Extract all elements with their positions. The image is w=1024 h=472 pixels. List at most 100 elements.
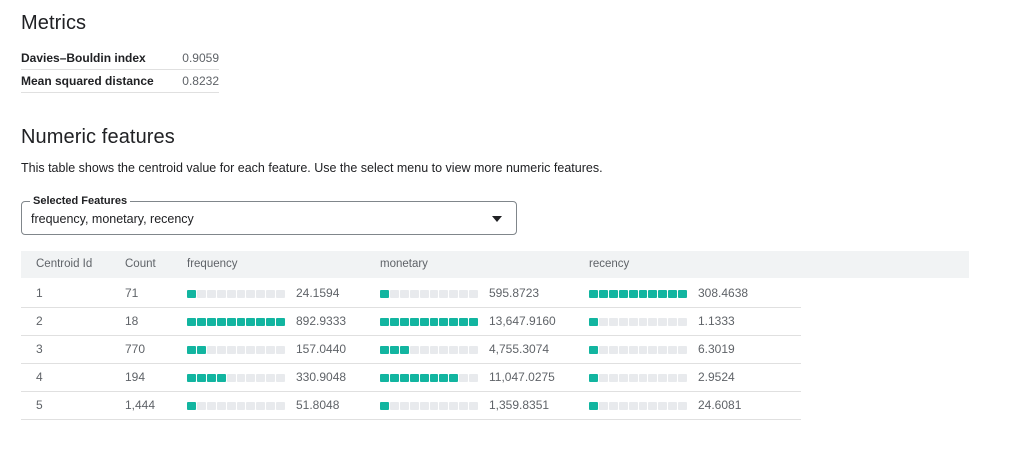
bar-segment xyxy=(439,346,449,354)
bar-segment xyxy=(389,290,399,298)
frequency-value: 24.1594 xyxy=(296,286,340,300)
bar-segment xyxy=(419,318,429,326)
dropdown-arrow-icon[interactable] xyxy=(492,216,502,222)
bar-segment xyxy=(206,290,216,298)
bar-segment xyxy=(469,318,479,326)
recency-value: 1.1333 xyxy=(698,314,735,328)
bar-segment xyxy=(439,374,449,382)
bar-segment xyxy=(256,346,266,354)
bar-segment xyxy=(380,290,389,298)
metric-value: 0.8232 xyxy=(176,69,219,93)
bar-segment xyxy=(196,290,206,298)
table-row: 4 194 330.9048 11,047.0275 2.9524 xyxy=(21,363,801,392)
bar-segment xyxy=(380,402,389,410)
bar-segment xyxy=(206,346,216,354)
bar-segment xyxy=(226,318,236,326)
bar-segment xyxy=(399,346,409,354)
bar-segment xyxy=(206,374,216,382)
count-cell: 1,444 xyxy=(125,398,156,412)
table-header: Centroid Id Count frequency monetary rec… xyxy=(21,251,969,278)
metrics-table: Davies–Bouldin index 0.9059 Mean squared… xyxy=(21,47,219,93)
recency-bar xyxy=(589,318,688,326)
bar-segment xyxy=(429,346,439,354)
header-centroid-id: Centroid Id xyxy=(36,258,93,270)
bar-segment xyxy=(598,402,608,410)
bar-segment xyxy=(638,374,648,382)
bar-segment xyxy=(598,374,608,382)
recency-bar xyxy=(589,402,688,410)
bar-segment xyxy=(638,318,648,326)
bar-segment xyxy=(276,374,286,382)
metric-value: 0.9059 xyxy=(176,47,219,70)
bar-segment xyxy=(216,290,226,298)
bar-segment xyxy=(589,374,598,382)
bar-segment xyxy=(187,290,196,298)
bar-segment xyxy=(216,346,226,354)
bar-segment xyxy=(638,402,648,410)
monetary-value: 4,755.3074 xyxy=(489,342,550,356)
bar-segment xyxy=(266,290,276,298)
bar-segment xyxy=(389,346,399,354)
bar-segment xyxy=(276,402,286,410)
selected-features-select[interactable]: Selected Features frequency, monetary, r… xyxy=(21,194,517,235)
frequency-value: 51.8048 xyxy=(296,398,340,412)
monetary-value: 1,359.8351 xyxy=(489,398,550,412)
bar-segment xyxy=(589,290,598,298)
bar-segment xyxy=(589,346,598,354)
bar-segment xyxy=(187,318,196,326)
bar-segment xyxy=(266,318,276,326)
bar-segment xyxy=(618,374,628,382)
frequency-bar xyxy=(187,290,286,298)
frequency-bar xyxy=(187,318,286,326)
bar-segment xyxy=(246,318,256,326)
bar-segment xyxy=(658,402,668,410)
recency-bar xyxy=(589,374,688,382)
bar-segment xyxy=(216,402,226,410)
bar-segment xyxy=(399,374,409,382)
bar-segment xyxy=(187,374,196,382)
bar-segment xyxy=(206,318,216,326)
header-recency: recency xyxy=(589,258,630,270)
centroid-id-cell: 5 xyxy=(36,398,43,412)
monetary-bar xyxy=(380,402,479,410)
metric-row: Mean squared distance 0.8232 xyxy=(21,69,219,93)
bar-segment xyxy=(589,402,598,410)
numeric-features-heading: Numeric features xyxy=(21,126,175,148)
bar-segment xyxy=(389,402,399,410)
bar-segment xyxy=(459,402,469,410)
monetary-bar xyxy=(380,290,479,298)
bar-segment xyxy=(276,346,286,354)
bar-segment xyxy=(409,290,419,298)
bar-segment xyxy=(618,402,628,410)
recency-value: 308.4638 xyxy=(698,286,749,300)
centroid-id-cell: 3 xyxy=(36,342,43,356)
bar-segment xyxy=(246,346,256,354)
bar-segment xyxy=(419,290,429,298)
bar-segment xyxy=(678,346,688,354)
recency-value: 6.3019 xyxy=(698,342,735,356)
bar-segment xyxy=(429,290,439,298)
monetary-bar xyxy=(380,318,479,326)
bar-segment xyxy=(628,374,638,382)
bar-segment xyxy=(236,290,246,298)
bar-segment xyxy=(429,402,439,410)
bar-segment xyxy=(389,374,399,382)
bar-segment xyxy=(648,318,658,326)
bar-segment xyxy=(439,318,449,326)
bar-segment xyxy=(598,290,608,298)
table-row: 1 71 24.1594 595.8723 308.4638 xyxy=(21,279,801,308)
bar-segment xyxy=(409,318,419,326)
bar-segment xyxy=(658,318,668,326)
numeric-features-description: This table shows the centroid value for … xyxy=(21,161,603,175)
bar-segment xyxy=(618,318,628,326)
bar-segment xyxy=(449,402,459,410)
recency-value: 2.9524 xyxy=(698,370,735,384)
bar-segment xyxy=(589,318,598,326)
bar-segment xyxy=(206,402,216,410)
bar-segment xyxy=(449,318,459,326)
bar-segment xyxy=(236,374,246,382)
bar-segment xyxy=(658,290,668,298)
bar-segment xyxy=(608,374,618,382)
bar-segment xyxy=(598,318,608,326)
table-row: 5 1,444 51.8048 1,359.8351 24.6081 xyxy=(21,391,801,420)
